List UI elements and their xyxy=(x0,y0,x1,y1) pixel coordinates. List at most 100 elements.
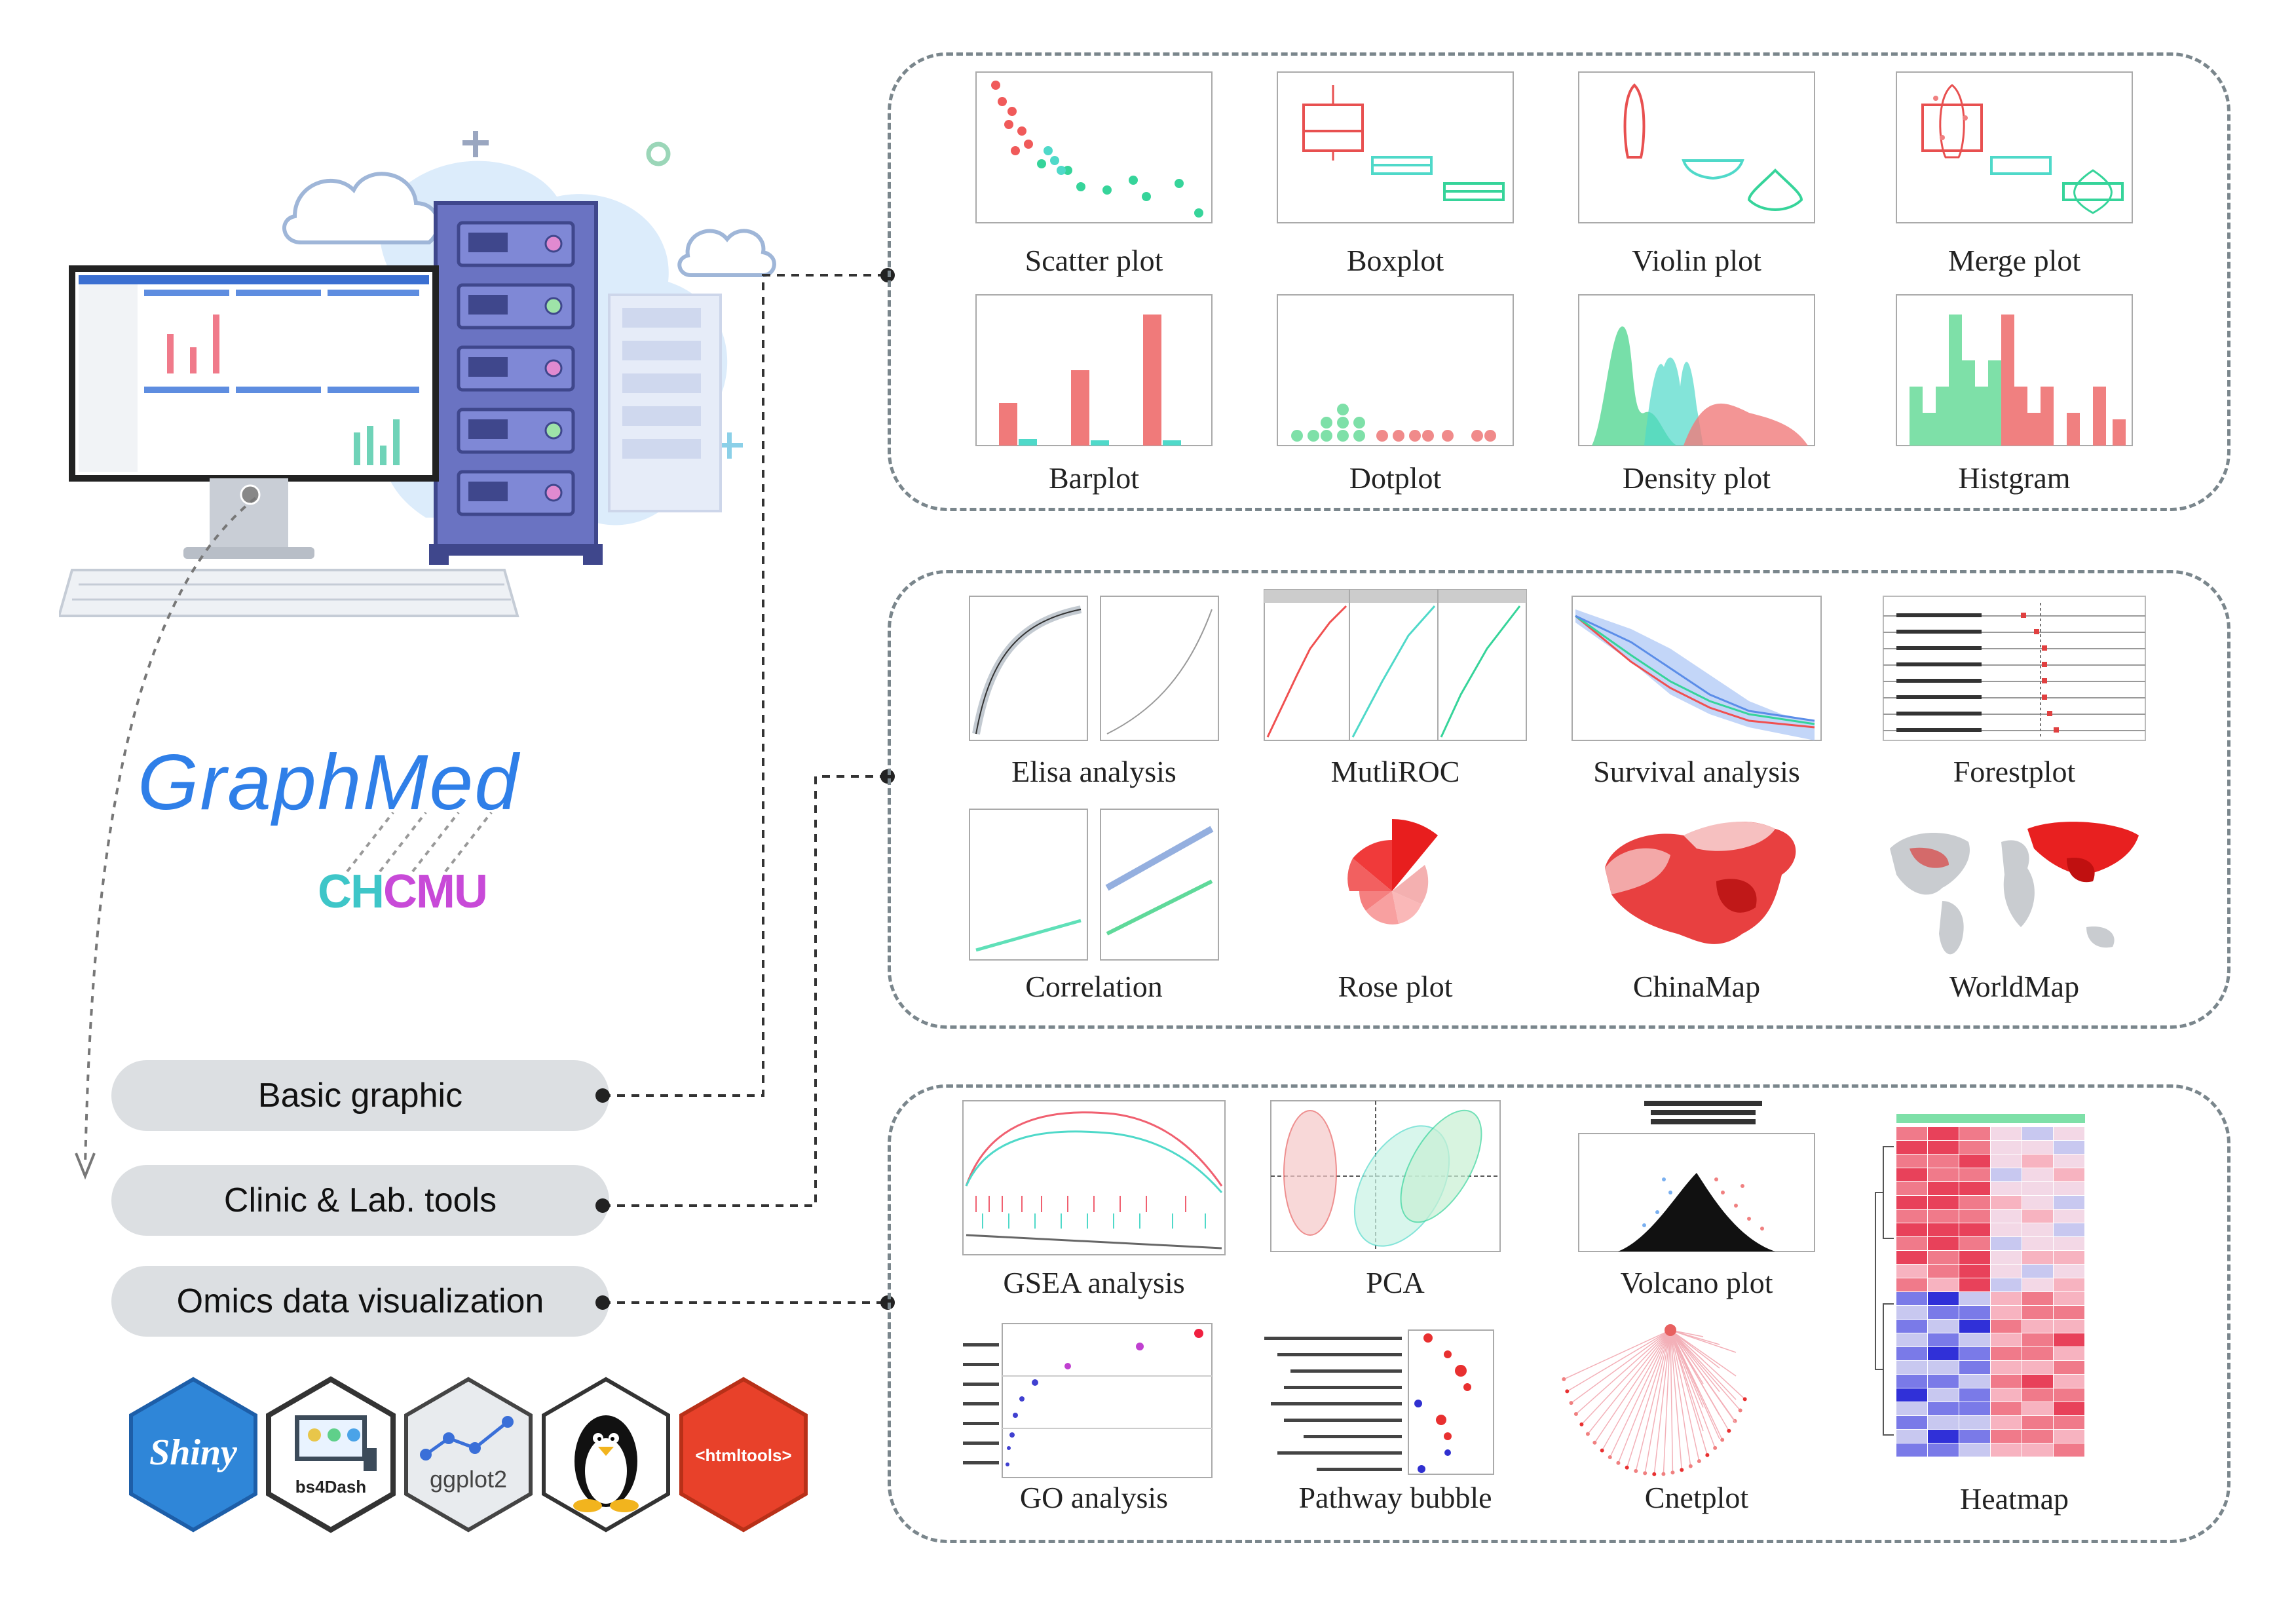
menu-basic-graphic[interactable]: Basic graphic xyxy=(111,1060,609,1131)
heatmap-cell xyxy=(2022,1265,2053,1278)
survival-thumbnail xyxy=(1553,583,1841,754)
caption: Merge plot xyxy=(1948,244,2081,277)
heatmap-cell xyxy=(1928,1182,1959,1195)
heatmap-cell xyxy=(1896,1388,1927,1402)
cnet-edge xyxy=(1653,1329,1671,1474)
lab-logo-part1: CH xyxy=(318,866,385,918)
heatmap-cell xyxy=(2022,1306,2053,1319)
caption: Scatter plot xyxy=(1025,244,1163,277)
heatmap-cell xyxy=(1991,1320,2022,1333)
cnetplot-thumbnail xyxy=(1553,1317,1841,1487)
cnet-node xyxy=(1592,1440,1597,1445)
heatmap-cell xyxy=(2022,1375,2053,1388)
heatmap-cell xyxy=(1959,1182,1990,1195)
correlation-thumbnail xyxy=(950,803,1238,973)
heatmap-cell xyxy=(2054,1306,2084,1319)
scatter-plot-thumbnail xyxy=(950,66,1238,236)
cnet-node xyxy=(1670,1470,1675,1475)
cnet-node xyxy=(1585,1432,1590,1436)
heatmap-cell xyxy=(1959,1361,1990,1374)
cnet-edge xyxy=(1566,1329,1671,1392)
heatmap-cell xyxy=(1991,1430,2022,1443)
heatmap-cell xyxy=(1991,1182,2022,1195)
heatmap-cell xyxy=(1928,1278,1959,1291)
caption: GO analysis xyxy=(1019,1481,1169,1514)
caption: WorldMap xyxy=(1949,970,2080,1003)
density-plot-thumbnail xyxy=(1553,288,1841,459)
menu-clinic-lab-tools[interactable]: Clinic & Lab. tools xyxy=(111,1165,609,1236)
cnet-edge xyxy=(1594,1329,1671,1443)
app-title: GraphMed xyxy=(138,738,519,826)
heatmap-cell xyxy=(1928,1196,1959,1209)
heatmap-cell xyxy=(1896,1375,1927,1388)
cnet-node xyxy=(1600,1448,1604,1453)
heatmap-cell xyxy=(1928,1127,1959,1140)
heatmap-cell xyxy=(2022,1127,2053,1140)
lab-logo-stripes xyxy=(346,811,493,873)
heatmap-cell xyxy=(2054,1223,2084,1236)
heatmap-cell xyxy=(2022,1430,2053,1443)
cnet-edge xyxy=(1564,1329,1671,1380)
heatmap-cell xyxy=(1896,1361,1927,1374)
heatmap-cell xyxy=(1959,1320,1990,1333)
heatmap-cell xyxy=(2022,1347,2053,1360)
violin-plot-thumbnail xyxy=(1553,66,1841,236)
heatmap-dendrogram xyxy=(1875,1146,1894,1436)
heatmap-cell xyxy=(1896,1306,1927,1319)
cnet-node xyxy=(1680,1468,1684,1472)
htmltools-logo-text: <htmltools> xyxy=(695,1445,791,1465)
heatmap-cell xyxy=(1928,1443,1959,1457)
heatmap-cell xyxy=(1959,1278,1990,1291)
caption: ChinaMap xyxy=(1632,970,1761,1003)
cnet-node xyxy=(1569,1401,1573,1405)
heatmap-cell xyxy=(1896,1210,1927,1223)
heatmap-cell xyxy=(2022,1388,2053,1402)
cloud-icon xyxy=(677,229,776,277)
cnet-node xyxy=(1616,1461,1621,1465)
caption: GSEA analysis xyxy=(1003,1266,1185,1299)
cnet-edge xyxy=(1670,1329,1720,1369)
cnet-node xyxy=(1705,1453,1710,1457)
cnet-node xyxy=(1625,1465,1629,1470)
heatmap-cell xyxy=(1959,1168,1990,1181)
heatmap-cell xyxy=(1959,1141,1990,1154)
heatmap-cell xyxy=(1928,1141,1959,1154)
heatmap-cell xyxy=(1991,1443,2022,1457)
heatmap-cell xyxy=(2022,1402,2053,1415)
cnet-node xyxy=(1579,1422,1584,1426)
heatmap-cell xyxy=(1896,1251,1927,1264)
heatmap-cell xyxy=(1928,1375,1959,1388)
heatmap-cell xyxy=(1959,1333,1990,1346)
heatmap-cell xyxy=(1959,1237,1990,1250)
heatmap-cell xyxy=(2022,1168,2053,1181)
heatmap-cell xyxy=(1991,1265,2022,1278)
heatmap-cell xyxy=(1896,1278,1927,1291)
menu-omics-visualization[interactable]: Omics data visualization xyxy=(111,1266,609,1337)
heatmap-cell xyxy=(1928,1210,1959,1223)
heatmap-cell xyxy=(2054,1168,2084,1181)
heatmap-cell xyxy=(1991,1347,2022,1360)
heatmap-cell xyxy=(1928,1237,1959,1250)
heatmap-cell xyxy=(1991,1196,2022,1209)
cnet-edge xyxy=(1670,1329,1704,1432)
heatmap-cell xyxy=(1991,1210,2022,1223)
cnet-edge xyxy=(1635,1329,1671,1472)
cnet-node xyxy=(1697,1459,1701,1464)
heatmap-cell xyxy=(1928,1333,1959,1346)
cnet-edge xyxy=(1617,1329,1671,1464)
cnet-edge xyxy=(1670,1329,1720,1416)
computer-illustration xyxy=(57,118,780,629)
menu-omics-label: Omics data visualization xyxy=(176,1282,544,1320)
heatmap-cell xyxy=(1991,1127,2022,1140)
heatmap-cell xyxy=(2022,1361,2053,1374)
heatmap-cell xyxy=(1959,1416,1990,1429)
heatmap-cell xyxy=(1896,1196,1927,1209)
heatmap-cell xyxy=(1896,1168,1927,1181)
flow-arrow xyxy=(75,497,257,1180)
heatmap-cell xyxy=(2022,1320,2053,1333)
cnet-node xyxy=(1720,1438,1725,1442)
pca-thumbnail xyxy=(1251,1094,1539,1265)
heatmap-cell xyxy=(2022,1278,2053,1291)
heatmap-cell xyxy=(2054,1265,2084,1278)
lab-logo: CHCMU xyxy=(318,865,488,919)
